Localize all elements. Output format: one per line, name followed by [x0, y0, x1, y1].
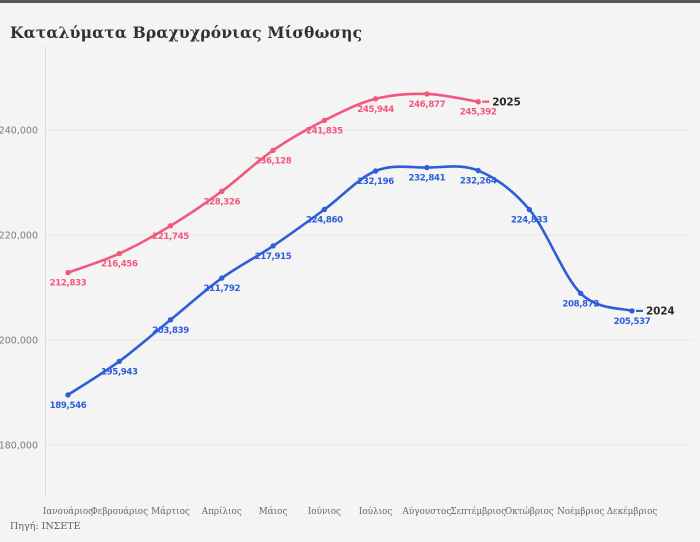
- x-axis-tick-label: Αύγουστος: [402, 506, 452, 517]
- data-point-label: 232,196: [357, 177, 394, 187]
- data-point[interactable]: [270, 243, 276, 249]
- data-point-label: 211,792: [203, 284, 240, 294]
- data-point-label: 224,833: [511, 216, 548, 226]
- data-point[interactable]: [65, 392, 71, 398]
- data-point-label: 246,877: [409, 100, 446, 110]
- y-axis-tick-label: 220,000: [0, 230, 38, 241]
- data-point[interactable]: [578, 290, 584, 297]
- data-point[interactable]: [116, 358, 123, 364]
- x-axis-tick-label: Νοέμβριος: [557, 506, 604, 517]
- x-axis-tick-label: Ιούνιος: [308, 506, 341, 517]
- data-point-label: 205,537: [614, 317, 651, 327]
- data-point-label: 241,835: [306, 126, 343, 136]
- data-point[interactable]: [116, 250, 123, 257]
- data-point-label: 232,841: [409, 174, 446, 184]
- data-point-label: 228,326: [203, 197, 240, 207]
- data-point-label: 216,456: [101, 260, 138, 270]
- y-axis-tick-label: 240,000: [0, 125, 38, 136]
- data-point[interactable]: [167, 317, 174, 323]
- x-axis-tick-label: Οκτώβριος: [505, 506, 554, 517]
- x-axis-tick-label: Απρίλιος: [201, 506, 242, 517]
- series-line-2024: [66, 165, 634, 397]
- data-point-label: 189,546: [50, 401, 87, 411]
- y-axis-tick-label: 180,000: [0, 440, 38, 451]
- page-top-border: [0, 0, 700, 3]
- x-axis-tick-label: Μάρτιος: [151, 506, 190, 517]
- series-year-label-2025: 2025: [492, 96, 520, 108]
- data-point-label: 212,833: [50, 279, 87, 289]
- data-point[interactable]: [424, 91, 430, 97]
- data-point[interactable]: [475, 99, 481, 105]
- x-axis-tick-label: Δεκέμβριος: [607, 506, 658, 517]
- x-axis-tick-label: Ιανουάριος: [43, 506, 93, 517]
- data-point[interactable]: [219, 188, 225, 194]
- data-point[interactable]: [372, 96, 379, 102]
- chart-title: Καταλύματα Βραχυχρόνιας Μίσθωσης: [10, 23, 363, 43]
- source-note: Πηγή: ΙΝΣΕΤΕ: [10, 521, 81, 532]
- data-point[interactable]: [629, 308, 635, 314]
- data-point[interactable]: [475, 167, 481, 174]
- data-point[interactable]: [424, 164, 430, 171]
- data-point-label: 245,944: [357, 105, 394, 115]
- x-axis-tick-label: Μάιος: [259, 506, 288, 517]
- data-point[interactable]: [372, 168, 379, 174]
- data-point[interactable]: [65, 269, 71, 276]
- data-point[interactable]: [321, 117, 328, 124]
- data-point-label: 217,915: [255, 252, 292, 262]
- data-point[interactable]: [219, 275, 225, 281]
- data-point-label: 236,128: [255, 156, 292, 166]
- data-point-label: 208,872: [562, 299, 599, 309]
- data-point-label: 221,745: [152, 232, 189, 242]
- data-point-label: 203,839: [152, 326, 189, 336]
- data-point-label: 195,943: [101, 367, 138, 377]
- x-axis-tick-label: Φεβρουάριος: [91, 506, 149, 517]
- data-point[interactable]: [321, 206, 328, 213]
- series-year-label-2024: 2024: [646, 306, 674, 318]
- data-point[interactable]: [526, 206, 533, 213]
- data-point-label: 224,860: [306, 216, 343, 226]
- data-point[interactable]: [167, 223, 174, 229]
- x-axis-tick-label: Ιούλιος: [359, 506, 392, 517]
- x-axis-tick-label: Σεπτέμβριος: [450, 506, 506, 517]
- y-axis-tick-label: 200,000: [0, 335, 38, 346]
- data-point[interactable]: [270, 147, 276, 153]
- data-point-label: 245,392: [460, 108, 497, 118]
- data-point-label: 232,264: [460, 177, 497, 187]
